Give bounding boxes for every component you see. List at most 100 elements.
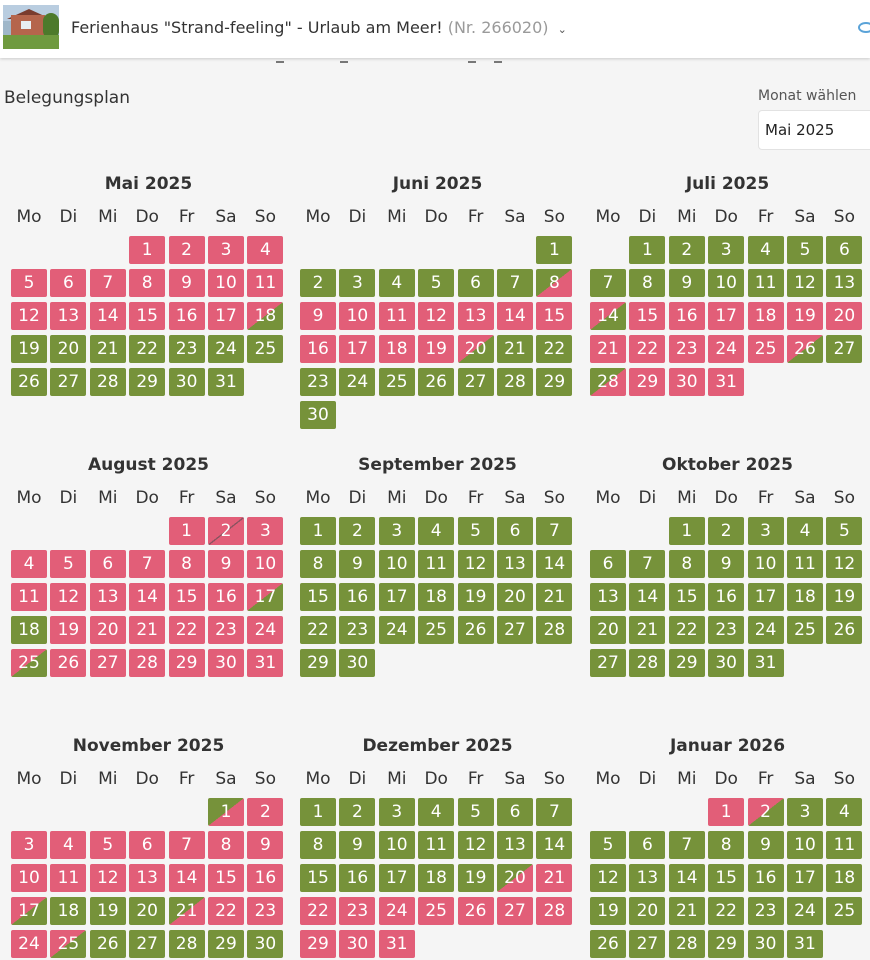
day-changeover[interactable]: 1 [208,798,244,826]
day-free[interactable]: 2 [668,236,705,264]
day-booked[interactable]: 23 [668,335,705,363]
day-free[interactable]: 15 [300,583,336,611]
day-free[interactable]: 14 [629,583,666,611]
day-booked[interactable]: 1 [168,517,205,545]
day-booked[interactable]: 14 [89,302,126,330]
property-thumbnail[interactable] [3,5,59,49]
day-booked[interactable]: 27 [497,897,533,925]
day-free[interactable]: 17 [787,864,823,892]
day-free[interactable]: 29 [536,368,573,396]
day-free[interactable]: 24 [339,368,376,396]
day-free[interactable]: 28 [89,368,126,396]
day-free[interactable]: 9 [339,550,376,578]
day-free[interactable]: 19 [89,897,126,925]
day-booked[interactable]: 29 [168,649,205,677]
day-free[interactable]: 28 [168,930,205,958]
month-select[interactable]: Mai 2025 [758,110,870,150]
day-free[interactable]: 7 [629,550,666,578]
day-changeover[interactable]: 2 [747,798,784,826]
day-booked[interactable]: 29 [629,368,666,396]
day-free[interactable]: 20 [629,897,666,925]
day-booked[interactable]: 24 [378,897,415,925]
day-free[interactable]: 11 [418,831,455,859]
day-free[interactable]: 17 [747,583,784,611]
day-free[interactable]: 26 [11,368,47,396]
day-changeover[interactable]: 8 [536,269,573,297]
day-free[interactable]: 18 [50,897,87,925]
day-free[interactable]: 22 [708,897,745,925]
day-free[interactable]: 13 [497,550,533,578]
day-booked[interactable]: 3 [208,236,244,264]
day-free[interactable]: 25 [418,616,455,644]
day-free[interactable]: 2 [300,269,336,297]
day-changeover[interactable]: 2 [208,517,244,545]
day-changeover[interactable]: 28 [590,368,626,396]
day-booked[interactable]: 22 [168,616,205,644]
day-booked[interactable]: 8 [129,269,166,297]
day-booked[interactable]: 9 [208,550,244,578]
day-free[interactable]: 10 [378,831,415,859]
day-booked[interactable]: 30 [668,368,705,396]
day-booked[interactable]: 3 [11,831,47,859]
day-free[interactable]: 8 [300,550,336,578]
day-free[interactable]: 3 [378,798,415,826]
day-free[interactable]: 4 [418,517,455,545]
day-free[interactable]: 6 [457,269,494,297]
day-booked[interactable]: 9 [168,269,205,297]
day-free[interactable]: 10 [378,550,415,578]
day-free[interactable]: 19 [11,335,47,363]
day-booked[interactable]: 20 [826,302,863,330]
day-free[interactable]: 9 [747,831,784,859]
day-free[interactable]: 21 [536,583,573,611]
day-booked[interactable]: 24 [708,335,745,363]
day-free[interactable]: 16 [747,864,784,892]
day-booked[interactable]: 19 [787,302,823,330]
day-free[interactable]: 17 [378,864,415,892]
day-booked[interactable]: 7 [89,269,126,297]
day-free[interactable]: 28 [536,616,573,644]
day-booked[interactable]: 16 [168,302,205,330]
day-free[interactable]: 29 [708,930,745,958]
day-free[interactable]: 4 [787,517,823,545]
day-booked[interactable]: 22 [629,335,666,363]
day-free[interactable]: 26 [590,930,626,958]
day-booked[interactable]: 22 [300,897,336,925]
day-free[interactable]: 4 [826,798,863,826]
day-booked[interactable]: 15 [129,302,166,330]
day-booked[interactable]: 21 [129,616,166,644]
day-booked[interactable]: 31 [708,368,745,396]
day-free[interactable]: 27 [590,649,626,677]
day-free[interactable]: 11 [747,269,784,297]
day-free[interactable]: 25 [826,897,863,925]
day-free[interactable]: 29 [129,368,166,396]
day-free[interactable]: 26 [418,368,455,396]
day-booked[interactable]: 5 [50,550,87,578]
day-booked[interactable]: 25 [747,335,784,363]
day-free[interactable]: 30 [247,930,284,958]
day-changeover[interactable]: 25 [11,649,47,677]
day-booked[interactable]: 17 [708,302,745,330]
day-free[interactable]: 22 [129,335,166,363]
day-free[interactable]: 9 [339,831,376,859]
day-free[interactable]: 7 [536,798,573,826]
day-free[interactable]: 19 [590,897,626,925]
day-changeover[interactable]: 17 [247,583,284,611]
day-booked[interactable]: 1 [129,236,166,264]
day-booked[interactable]: 13 [129,864,166,892]
day-booked[interactable]: 18 [747,302,784,330]
day-booked[interactable]: 30 [208,649,244,677]
day-free[interactable]: 31 [208,368,244,396]
day-free[interactable]: 16 [339,864,376,892]
day-booked[interactable]: 6 [89,550,126,578]
day-booked[interactable]: 18 [378,335,415,363]
day-booked[interactable]: 16 [668,302,705,330]
day-booked[interactable]: 29 [300,930,336,958]
day-free[interactable]: 25 [787,616,823,644]
day-free[interactable]: 30 [339,649,376,677]
day-free[interactable]: 22 [536,335,573,363]
day-free[interactable]: 9 [708,550,745,578]
day-free[interactable]: 18 [787,583,823,611]
day-free[interactable]: 22 [300,616,336,644]
day-free[interactable]: 8 [708,831,745,859]
day-free[interactable]: 6 [497,798,533,826]
